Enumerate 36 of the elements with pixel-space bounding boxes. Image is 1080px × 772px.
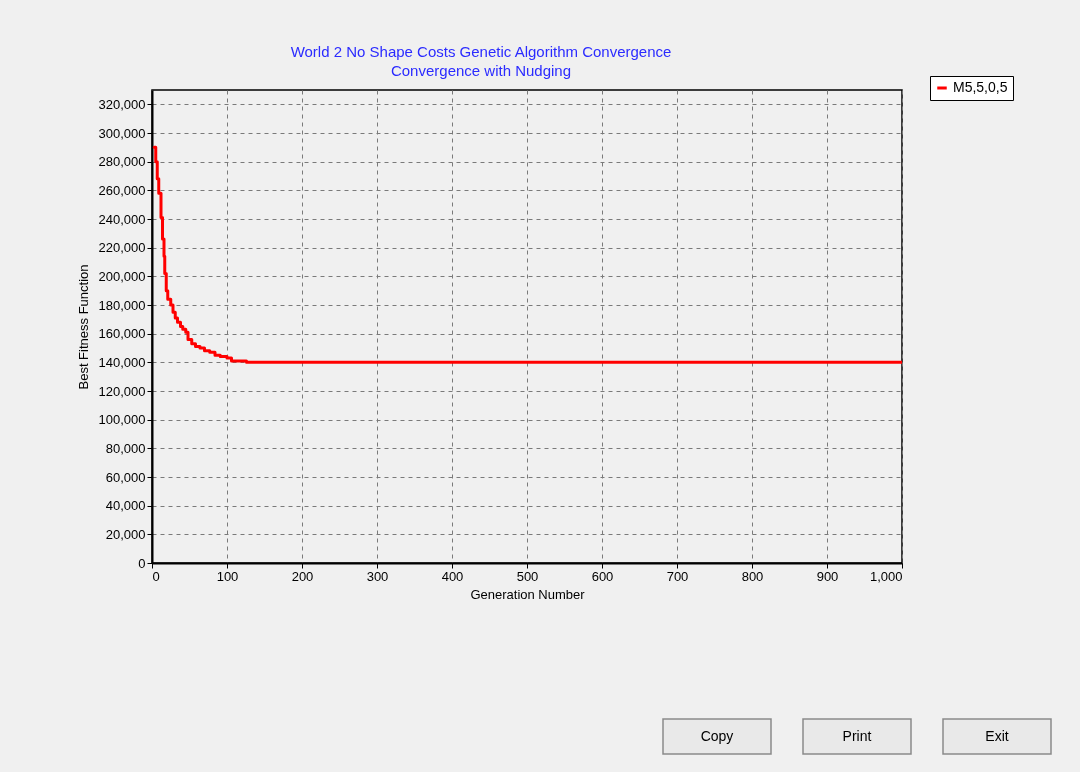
y-tick-label: 300,000 (98, 125, 146, 141)
x-tick-label: 0 (152, 568, 160, 584)
y-tick-label: 0 (138, 555, 146, 571)
text: Copy (700, 727, 734, 744)
y-tick-label: 20,000 (105, 526, 146, 542)
x-tick-label: 400 (441, 568, 464, 584)
y-tick-label: 160,000 (98, 326, 146, 342)
y-tick-label: 260,000 (98, 182, 146, 198)
y-tick-label: 240,000 (98, 211, 146, 227)
y-tick-label: 40,000 (105, 498, 146, 514)
text: Print (842, 727, 872, 744)
y-tick-label: 320,000 (98, 96, 146, 112)
x-axis-title: Generation Number (470, 586, 586, 602)
y-tick-label: 60,000 (105, 469, 146, 485)
x-tick-label: 900 (816, 568, 839, 584)
x-tick-label: 500 (516, 568, 539, 584)
x-tick-label: 300 (366, 568, 389, 584)
y-tick-label: 120,000 (98, 383, 146, 399)
x-tick-label: 600 (591, 568, 614, 584)
x-tick-label: 800 (741, 568, 764, 584)
y-tick-label: 140,000 (98, 354, 146, 370)
x-tick-label: 1,000 (869, 568, 903, 584)
y-tick-label: 280,000 (98, 154, 146, 170)
y-tick-label: 220,000 (98, 240, 146, 256)
y-tick-label: 100,000 (98, 412, 146, 428)
y-tick-label: 180,000 (98, 297, 146, 313)
chart-title: World 2 No Shape Costs Genetic Algorithm Convergence (290, 42, 672, 60)
x-tick-label: 100 (216, 568, 239, 584)
text: Exit (985, 727, 1009, 744)
y-tick-label: 80,000 (105, 440, 146, 456)
chart-subtitle: Convergence with Nudging (390, 61, 572, 79)
y-axis-title: Best Fitness Function (75, 264, 91, 390)
y-tick-label: 200,000 (98, 268, 146, 284)
x-tick-label: 700 (666, 568, 689, 584)
x-tick-label: 200 (291, 568, 314, 584)
legend-label: M5,5,0,5 (953, 79, 1008, 95)
